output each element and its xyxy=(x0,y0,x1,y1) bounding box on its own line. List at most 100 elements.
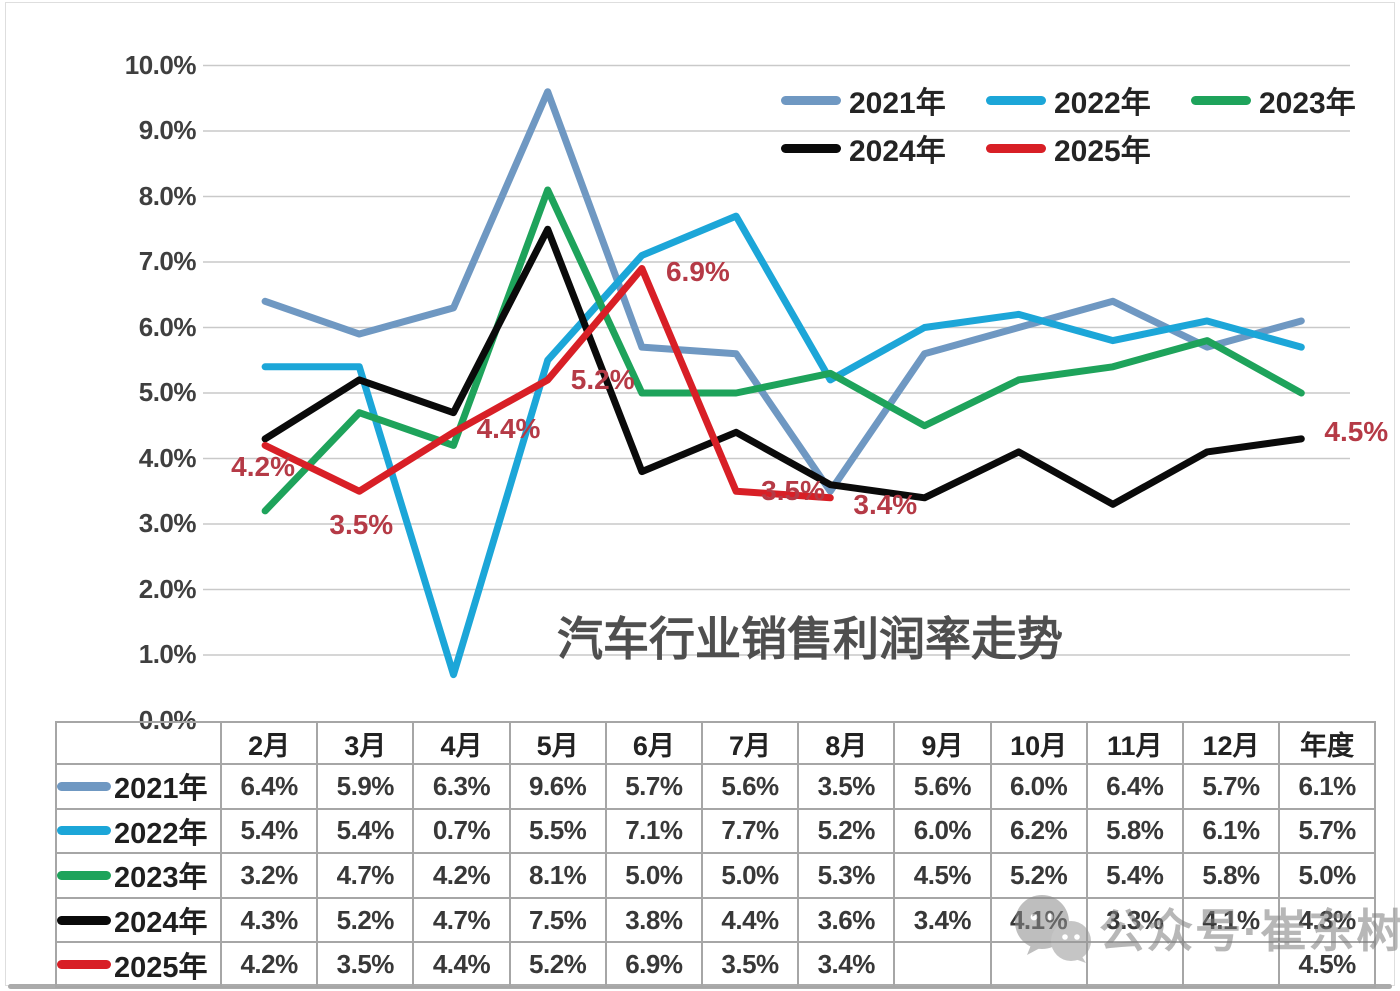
table-cell: 6.3% xyxy=(412,763,511,810)
watermark-text: 公众号·崔东树 xyxy=(1099,905,1400,957)
table-header-cell: 10月 xyxy=(989,721,1088,765)
table-row: 2022年 5.4% 5.4% 0.7% 5.5% 7.1% 7.7% 5.2% 6.0% 6.2… xyxy=(55,807,1377,855)
table-cell: 8.1% xyxy=(508,852,607,899)
row-label: 2023年 xyxy=(55,852,222,899)
table-cell: 5.8% xyxy=(1181,852,1281,899)
legend-item-2024: 2024年 xyxy=(781,126,986,170)
y-axis-tick: 6.0% xyxy=(138,311,197,342)
table-cell: 5.7% xyxy=(604,763,703,810)
table-cell: 7.1% xyxy=(604,807,703,855)
watermark: 公众号·崔东树 xyxy=(1013,891,1400,965)
table-cell xyxy=(893,941,992,988)
legend-row-1: 2021年 2022年 2023年 xyxy=(781,78,1396,122)
data-label: 3.4% xyxy=(853,488,918,520)
table-header-cell: 2月 xyxy=(219,721,319,765)
series-line-2022年 xyxy=(261,212,1305,679)
legend-item-2021: 2021年 xyxy=(781,78,986,122)
table-cell: 5.9% xyxy=(316,763,415,810)
table-cell: 5.7% xyxy=(1181,763,1281,810)
row-label: 2021年 xyxy=(55,763,222,810)
series-line-2025年 xyxy=(261,265,834,502)
y-axis-tick: 3.0% xyxy=(138,508,197,538)
data-label: 3.5% xyxy=(761,475,826,507)
table-header-cell: 11月 xyxy=(1085,721,1184,765)
table-cell: 5.4% xyxy=(316,807,415,855)
table-cell: 6.1% xyxy=(1181,807,1281,855)
legend-swatch-2023 xyxy=(1191,95,1251,105)
data-label: 3.5% xyxy=(329,509,394,541)
data-label: 4.5% xyxy=(1324,415,1389,447)
table-cell: 3.3% xyxy=(1085,896,1184,944)
row-swatch xyxy=(57,915,111,925)
series-line-2023年 xyxy=(261,186,1305,515)
row-label: 2024年 xyxy=(55,896,222,944)
row-label-text: 2023年 xyxy=(114,862,208,895)
chart-title: 汽车行业销售利润率走势 xyxy=(557,613,1063,665)
data-label: 4.2% xyxy=(231,451,296,483)
table-cell: 4.1% xyxy=(1181,896,1281,944)
table-cell: 5.8% xyxy=(1085,807,1184,855)
legend-swatch-2021 xyxy=(781,95,841,105)
table-cell: 4.7% xyxy=(316,852,415,899)
legend-item-2023: 2023年 xyxy=(1191,78,1396,122)
data-label: 5.2% xyxy=(570,363,635,395)
y-axis-tick: 7.0% xyxy=(138,246,197,276)
y-axis-tick: 4.0% xyxy=(138,442,197,473)
y-axis-tick: 5.0% xyxy=(138,377,197,407)
table-cell: 5.0% xyxy=(1278,852,1377,899)
table-cell: 4.3% xyxy=(219,896,319,944)
table-cell: 5.2% xyxy=(797,807,896,855)
series-line-2024年 xyxy=(261,225,1305,508)
table-cell: 5.4% xyxy=(1085,852,1184,899)
wechat-icon xyxy=(1015,895,1091,963)
table-cell: 4.4% xyxy=(700,896,800,944)
table-header-cell: 12月 xyxy=(1181,721,1281,765)
table-cell xyxy=(1085,941,1184,988)
legend-item-2025: 2025年 xyxy=(986,126,1191,170)
table-cell: 5.2% xyxy=(989,852,1088,899)
row-label-text: 2022年 xyxy=(114,817,208,850)
legend-swatch-2024 xyxy=(781,143,841,153)
table-cell: 7.5% xyxy=(508,896,607,944)
legend-label-2024: 2024年 xyxy=(849,135,946,168)
legend-label-2023: 2023年 xyxy=(1259,87,1356,120)
table-cell: 5.2% xyxy=(508,941,607,988)
legend-swatch-2022 xyxy=(986,95,1046,105)
table-cell: 5.0% xyxy=(604,852,703,899)
table-row: 2023年 3.2% 4.7% 4.2% 8.1% 5.0% 5.0% 5.3% 4.5% 5.2… xyxy=(55,852,1377,899)
table-cell: 5.0% xyxy=(700,852,800,899)
row-label-text: 2021年 xyxy=(114,773,208,806)
table-row: 2021年 6.4% 5.9% 6.3% 9.6% 5.7% 5.6% 3.5% 5.6% 6.0… xyxy=(55,763,1377,810)
table-cell: 4.2% xyxy=(412,852,511,899)
row-label: 2025年 xyxy=(55,941,222,988)
table-cell: 4.5% xyxy=(1278,941,1377,988)
table-cell: 5.6% xyxy=(700,763,800,810)
table-cell: 3.4% xyxy=(797,941,896,988)
table-cell: 5.5% xyxy=(508,807,607,855)
y-axis-tick: 10.0% xyxy=(124,49,197,80)
table-header-cell: 6月 xyxy=(604,721,703,765)
table-cell: 3.6% xyxy=(797,896,896,944)
y-axis-tick: 1.0% xyxy=(138,639,197,669)
table-header-cell: 9月 xyxy=(893,721,992,765)
data-label: 4.4% xyxy=(476,413,541,445)
series-line-2021年 xyxy=(261,88,1305,495)
row-label-text: 2025年 xyxy=(114,951,208,984)
row-swatch xyxy=(57,781,111,791)
table-cell: 4.5% xyxy=(893,852,992,899)
table-cell: 5.2% xyxy=(316,896,415,944)
table-cell: 5.3% xyxy=(797,852,896,899)
table-header-cell: 7月 xyxy=(700,721,800,765)
table-cell: 9.6% xyxy=(508,763,607,810)
table-cell: 3.5% xyxy=(316,941,415,988)
table-header-cell: 3月 xyxy=(316,721,415,765)
table-cell: 0.7% xyxy=(412,807,511,855)
table-cell: 6.9% xyxy=(604,941,703,988)
table-cell: 3.8% xyxy=(604,896,703,944)
table-corner-cell xyxy=(55,721,222,765)
table-cell: 6.4% xyxy=(219,763,319,810)
data-table: 2月 3月 4月 5月 6月 7月 8月 9月 10月 11月 12月 年度 2021年 6.4% 5.9%… xyxy=(55,721,1377,988)
table-cell: 4.3% xyxy=(1278,896,1377,944)
table-cell: 3.5% xyxy=(700,941,800,988)
